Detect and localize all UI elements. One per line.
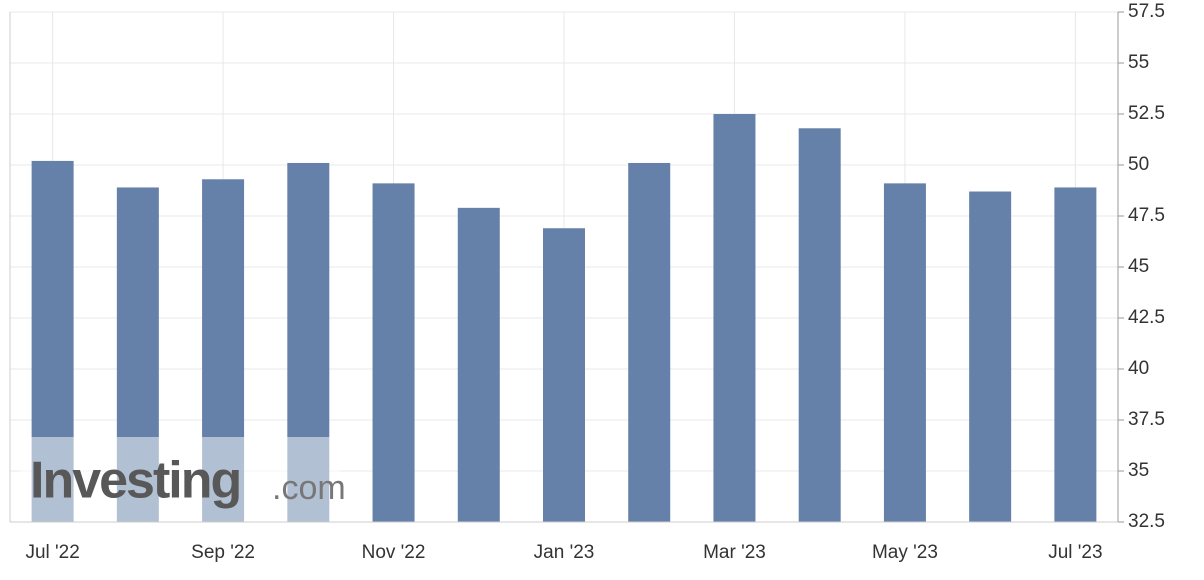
y-tick-label: 47.5 bbox=[1128, 205, 1165, 226]
x-tick-label: Jul '22 bbox=[25, 542, 79, 563]
axes: 32.5 35 37.5 40 42.5 45 47.5 50 52.5 55 57.5 Jul '2… bbox=[9, 1, 1165, 563]
watermark-suffix: .com bbox=[272, 469, 346, 507]
y-tick-label: 42.5 bbox=[1128, 307, 1165, 328]
bar bbox=[713, 114, 756, 522]
bar bbox=[628, 162, 671, 522]
x-tick-label: Mar '23 bbox=[703, 542, 766, 563]
bar bbox=[543, 228, 585, 523]
bar bbox=[883, 183, 926, 523]
x-tick-label: Jul '23 bbox=[1048, 542, 1102, 563]
y-tick-label: 37.5 bbox=[1128, 409, 1165, 430]
y-tick-label: 32.5 bbox=[1128, 511, 1165, 532]
y-tick-label: 35 bbox=[1128, 460, 1149, 481]
bar bbox=[969, 191, 1012, 522]
watermark-backdrop bbox=[20, 437, 340, 522]
y-tick-label: 55 bbox=[1128, 52, 1149, 73]
y-tick-label: 52.5 bbox=[1128, 103, 1165, 124]
x-tick-label: Sep '22 bbox=[191, 542, 255, 563]
y-tick-label: 50 bbox=[1128, 154, 1149, 175]
watermark-main: Investing bbox=[30, 452, 240, 510]
x-tick-label: May '23 bbox=[872, 542, 938, 563]
bar bbox=[798, 128, 841, 522]
bar bbox=[1054, 187, 1097, 522]
x-tick-label: Nov '22 bbox=[362, 542, 426, 563]
x-tick-label: Jan '23 bbox=[534, 542, 595, 563]
y-tick-label: 40 bbox=[1128, 358, 1149, 379]
bar bbox=[372, 183, 415, 523]
y-tick-label: 57.5 bbox=[1128, 1, 1165, 22]
y-tick-label: 45 bbox=[1128, 256, 1149, 277]
bar bbox=[457, 207, 500, 522]
